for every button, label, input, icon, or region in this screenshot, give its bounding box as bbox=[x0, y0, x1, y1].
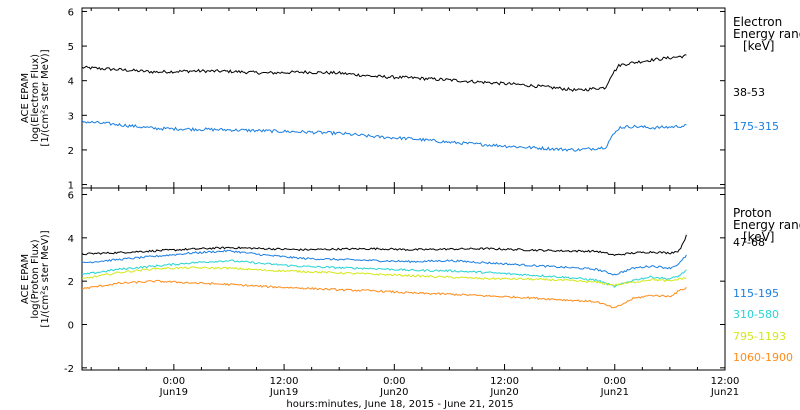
y-axis-title-line: ACE EPAM bbox=[20, 73, 31, 123]
y-tick-label-proton: 6 bbox=[68, 191, 74, 202]
legend-title-electron: Electron bbox=[733, 15, 782, 29]
y-tick-label-electron: 1 bbox=[68, 181, 74, 192]
y-axis-title-line: log(Proton Flux) bbox=[30, 239, 41, 318]
y-tick-label-proton: 2 bbox=[68, 277, 74, 288]
series-line-electron-175-315 bbox=[81, 120, 687, 152]
y-tick-label-proton: -2 bbox=[64, 364, 74, 375]
legend-entry-electron-38-53: 38-53 bbox=[733, 86, 765, 99]
legend-entry-electron-175-315: 175-315 bbox=[733, 120, 779, 133]
legend-title-electron: Energy range bbox=[733, 27, 800, 41]
panel-frame-proton bbox=[81, 187, 726, 371]
x-tick-label-time: 12:00 bbox=[490, 376, 519, 387]
x-tick-label-time: 0:00 bbox=[604, 376, 626, 387]
x-tick-label-time: 0:00 bbox=[163, 376, 185, 387]
y-tick-label-proton: 0 bbox=[68, 321, 74, 332]
y-tick-label-electron: 3 bbox=[68, 111, 74, 122]
series-line-electron-38-53 bbox=[81, 54, 687, 93]
x-tick-label-date: Jun21 bbox=[710, 387, 739, 398]
x-tick-label-date: Jun20 bbox=[489, 387, 518, 398]
series-line-proton-310-580 bbox=[81, 259, 687, 288]
series-line-proton-1060-1900 bbox=[81, 279, 687, 309]
legend-entry-proton-1060-1900: 1060-1900 bbox=[733, 351, 793, 364]
x-tick-label-date: Jun21 bbox=[600, 387, 629, 398]
y-tick-label-proton: 4 bbox=[68, 234, 74, 245]
y-axis-title-line: [1/(cm²s ster MeV)] bbox=[40, 230, 51, 327]
y-axis-title-line: [1/(cm²s ster MeV)] bbox=[40, 49, 51, 146]
legend-title-proton: Proton bbox=[733, 206, 772, 220]
y-axis-title-line: log(Electron Flux) bbox=[30, 54, 41, 142]
x-tick-label-date: Jun20 bbox=[379, 387, 408, 398]
x-axis-title: hours:minutes, June 18, 2015 - June 21, … bbox=[286, 399, 513, 410]
legend-title-proton: [keV] bbox=[743, 230, 774, 244]
y-tick-label-electron: 5 bbox=[68, 42, 74, 53]
y-axis-title-line: ACE EPAM bbox=[20, 254, 31, 304]
series-line-proton-795-1193 bbox=[81, 266, 687, 287]
y-tick-label-electron: 2 bbox=[68, 146, 74, 157]
legend-title-proton: Energy range bbox=[733, 218, 800, 232]
series-line-proton-47-68 bbox=[81, 234, 687, 257]
x-tick-label-time: 0:00 bbox=[383, 376, 405, 387]
y-tick-label-electron: 4 bbox=[68, 77, 74, 88]
y-tick-label-electron: 6 bbox=[68, 7, 74, 18]
legend-title-electron: [keV] bbox=[743, 39, 774, 53]
x-tick-label-time: 12:00 bbox=[270, 376, 299, 387]
legend-entry-proton-310-580: 310-580 bbox=[733, 308, 779, 321]
panel-frame-electron bbox=[81, 7, 726, 189]
x-tick-label-time: 12:00 bbox=[711, 376, 740, 387]
legend-entry-proton-115-195: 115-195 bbox=[733, 287, 779, 300]
legend-entry-proton-795-1193: 795-1193 bbox=[733, 330, 786, 343]
x-tick-label-date: Jun19 bbox=[159, 387, 188, 398]
x-tick-label-date: Jun19 bbox=[269, 387, 298, 398]
legend-entry-proton-47-68: 47-68 bbox=[733, 236, 765, 249]
series-line-proton-115-195 bbox=[81, 249, 687, 276]
